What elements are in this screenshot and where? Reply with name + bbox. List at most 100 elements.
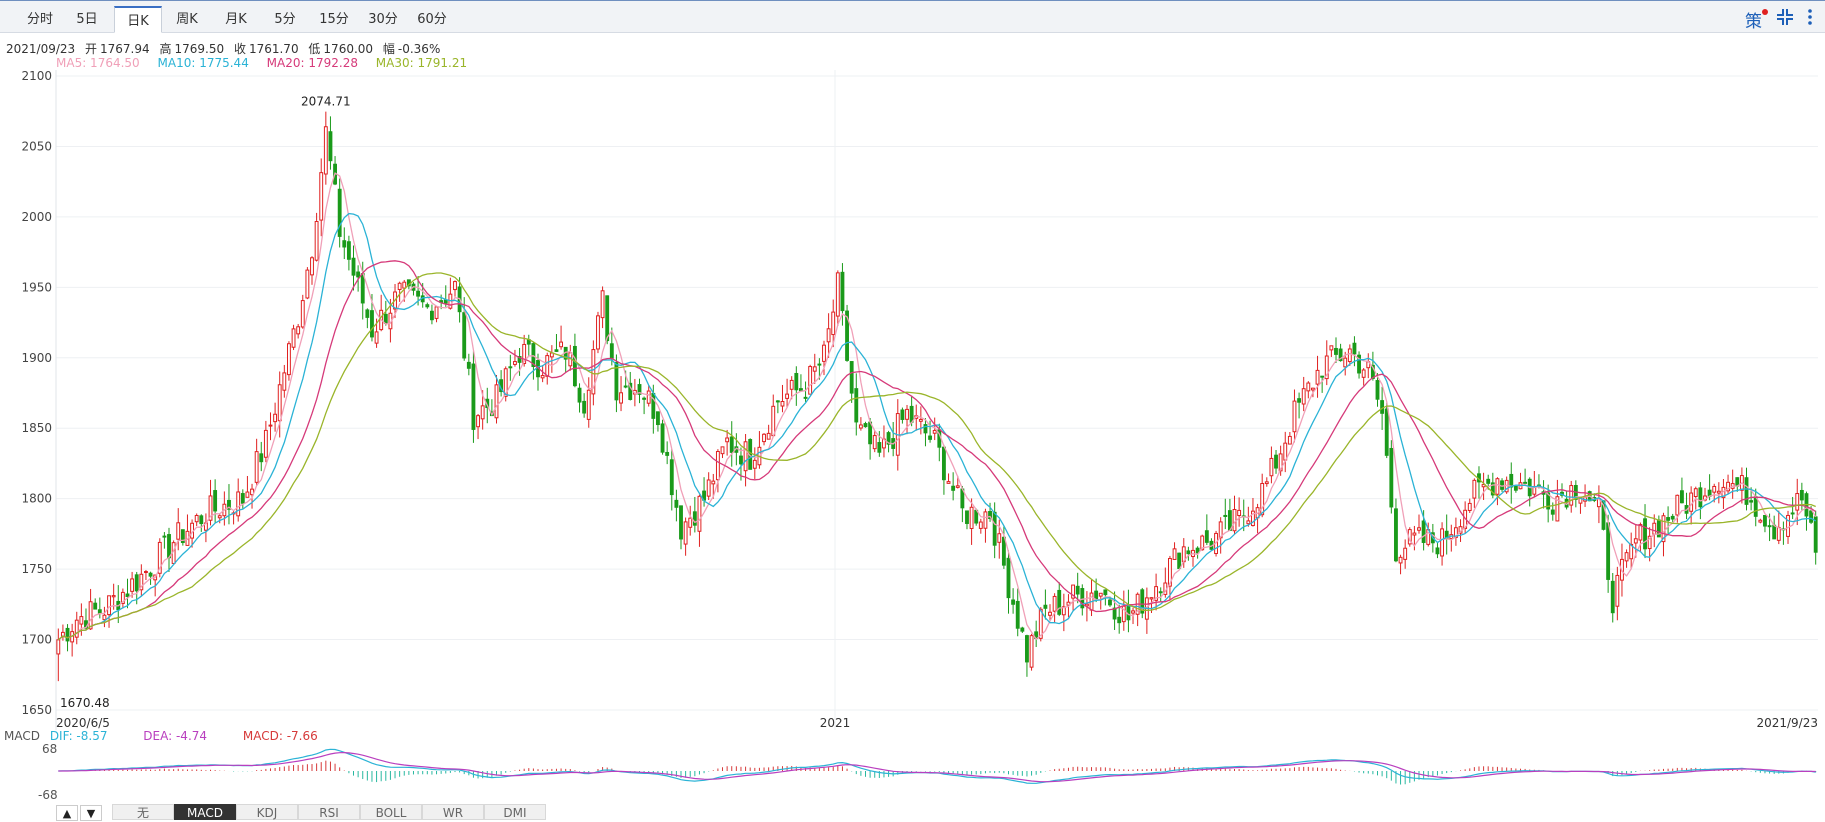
- candle-body: [328, 131, 333, 162]
- candlestick-chart[interactable]: 2100 2050 2000 1950 1900 1850 1800 1750 1700 1650…: [0, 70, 1825, 730]
- tab-monthly-k[interactable]: 月K: [225, 12, 247, 27]
- candle-body: [139, 573, 144, 591]
- ma-line: [57, 172, 1817, 641]
- indicator-tab-macd[interactable]: MACD: [174, 804, 236, 820]
- candle-body: [951, 485, 956, 491]
- candle-body: [1638, 524, 1643, 541]
- candle-body: [1712, 485, 1717, 493]
- more-vertical-icon[interactable]: [1807, 8, 1813, 31]
- candle-body: [840, 271, 845, 312]
- candle-body: [1025, 635, 1029, 663]
- candle-body: [1384, 408, 1389, 456]
- indicator-tab-kdj[interactable]: KDJ: [236, 804, 298, 820]
- candle-body: [794, 372, 799, 391]
- info-low-label: 低: [308, 42, 321, 56]
- y-tick-label: 1750: [21, 562, 52, 576]
- tab-intraday[interactable]: 分时: [26, 12, 53, 27]
- y-tick-label: 2000: [21, 210, 52, 224]
- tab-15min[interactable]: 15分: [319, 12, 349, 27]
- candle-body: [1237, 509, 1242, 516]
- candle-body: [522, 343, 527, 364]
- candle-body: [167, 534, 171, 559]
- candle-body: [826, 328, 831, 343]
- candle-body: [144, 571, 148, 574]
- candle-body: [1274, 454, 1278, 469]
- candle-body: [1776, 526, 1781, 541]
- candle-body: [1615, 574, 1620, 607]
- tab-daily-k[interactable]: 日K: [114, 6, 162, 33]
- candle-body: [808, 366, 813, 395]
- candle-body: [1260, 483, 1265, 516]
- candle-body: [217, 515, 222, 519]
- candle-body: [125, 593, 130, 598]
- tab-weekly-k[interactable]: 周K: [176, 12, 198, 27]
- candle-body: [370, 310, 374, 338]
- candle-body: [1753, 496, 1758, 517]
- y-tick-label: 1900: [21, 351, 52, 365]
- candle-body: [517, 356, 522, 363]
- x-tick-label: 2020/6/5: [56, 716, 110, 730]
- candle-body: [946, 481, 951, 484]
- candle-body: [762, 433, 766, 443]
- candle-body: [1103, 589, 1108, 596]
- tab-5day[interactable]: 5日: [76, 12, 98, 27]
- candle-body: [992, 511, 997, 546]
- candle-body: [462, 312, 467, 359]
- candle-body: [1380, 400, 1385, 414]
- indicator-tab-rsi[interactable]: RSI: [298, 804, 360, 820]
- candle-body: [277, 384, 282, 422]
- candle-body: [1108, 599, 1112, 606]
- expand-icon[interactable]: [1776, 8, 1794, 31]
- candle-body: [771, 405, 776, 437]
- candle-body: [858, 424, 863, 429]
- info-high: 1769.50: [174, 42, 225, 56]
- candle-body: [1301, 388, 1306, 405]
- candle-body: [609, 343, 614, 359]
- indicator-tab-wr[interactable]: WR: [422, 804, 484, 820]
- candle-body: [582, 400, 587, 414]
- tab-60min[interactable]: 60分: [417, 12, 447, 27]
- strategy-button[interactable]: 策: [1745, 12, 1762, 32]
- candle-body: [1080, 588, 1085, 609]
- candle-body: [1799, 489, 1804, 501]
- candle-body: [1168, 558, 1172, 587]
- candle-body: [148, 572, 153, 577]
- candle-body: [1698, 487, 1703, 508]
- candle-body: [56, 639, 61, 655]
- candle-body: [646, 390, 651, 404]
- candle-body: [1744, 477, 1749, 505]
- candle-body: [273, 413, 278, 423]
- candle-body: [1057, 589, 1062, 615]
- candle-body: [1292, 400, 1297, 433]
- tab-5min[interactable]: 5分: [274, 12, 296, 27]
- indicator-tab-none[interactable]: 无: [112, 804, 174, 820]
- candle-body: [577, 387, 582, 403]
- info-high-label: 高: [159, 42, 172, 56]
- candle-body: [1015, 600, 1020, 629]
- candle-body: [208, 495, 213, 521]
- candle-body: [831, 311, 836, 336]
- info-open: 1767.94: [100, 42, 150, 56]
- candle-body: [706, 479, 711, 497]
- indicator-tab-boll[interactable]: BOLL: [360, 804, 422, 820]
- candle-body: [1726, 481, 1730, 492]
- candle-body: [1283, 442, 1288, 461]
- indicator-tab-dmi[interactable]: DMI: [484, 804, 546, 820]
- candle-body: [259, 453, 264, 463]
- candle-body: [1763, 514, 1767, 527]
- candle-body: [1011, 599, 1016, 605]
- candle-body: [688, 517, 693, 528]
- candle-body: [918, 418, 923, 422]
- candle-body: [775, 400, 780, 403]
- macd-dea: DEA: -4.74: [143, 729, 208, 743]
- candle-body: [1098, 592, 1103, 597]
- candle-body: [1569, 485, 1574, 506]
- ma-line: [57, 272, 1816, 641]
- candle-body: [351, 257, 356, 276]
- candle-body: [1417, 527, 1421, 531]
- candle-body: [1666, 517, 1671, 521]
- candle-body: [1647, 535, 1652, 550]
- candle-body: [1149, 597, 1154, 600]
- tab-30min[interactable]: 30分: [368, 12, 398, 27]
- candle-body: [1370, 364, 1375, 379]
